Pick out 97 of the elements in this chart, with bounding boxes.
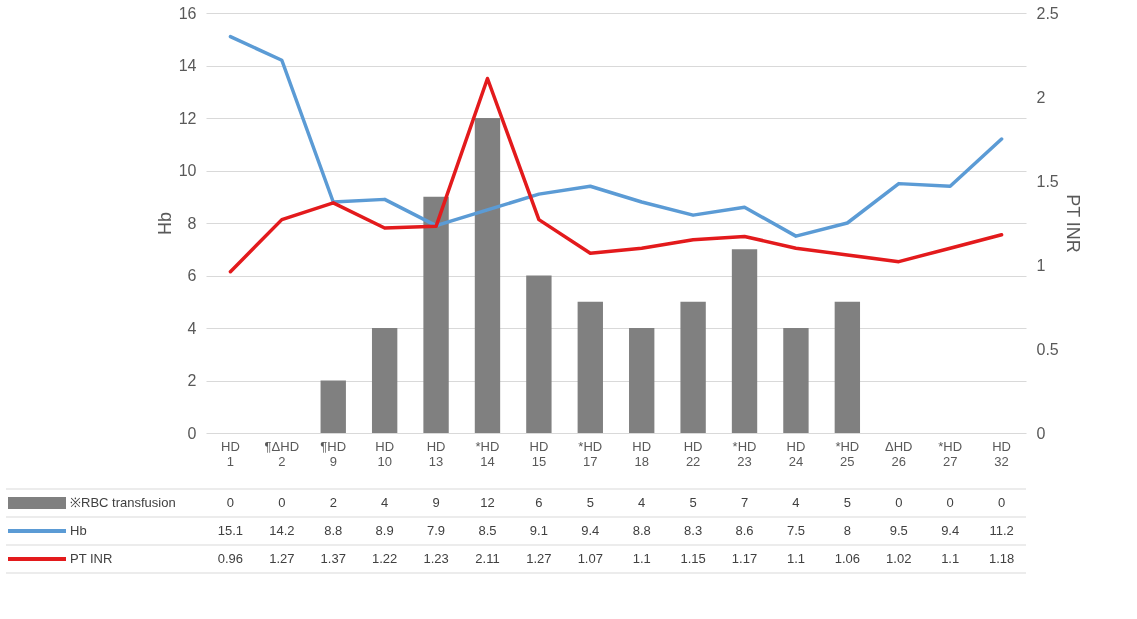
data-label: 8.9 [375, 523, 394, 538]
y2-tick-label: 0.5 [1036, 340, 1059, 358]
x-tick-label: HD 1 [221, 439, 240, 469]
data-label: 9 [432, 495, 440, 510]
bar [526, 275, 552, 433]
legend-label: Hb [70, 523, 87, 538]
data-label: 1.1 [786, 551, 805, 566]
y-tick-label: 8 [187, 214, 197, 232]
data-label: 2 [329, 495, 337, 510]
data-label: 14.2 [269, 523, 295, 538]
data-label: 4 [792, 495, 800, 510]
x-tick-label: HD 32 [992, 439, 1011, 469]
data-label: 2.11 [475, 551, 500, 566]
data-label: 1.18 [988, 551, 1015, 566]
data-label: 4 [381, 495, 389, 510]
data-label: 8.8 [632, 523, 651, 538]
data-label: 7.5 [786, 523, 805, 538]
data-label: 1.06 [834, 551, 860, 566]
x-tick-label: HD 24 [786, 439, 806, 469]
line-series [228, 34, 1004, 238]
legend-label: ※RBC transfusion [70, 495, 176, 510]
y2-axis-title: PT INR [1062, 194, 1083, 253]
x-tick-label: *HD 14 [475, 439, 500, 469]
x-tick-label: HD 18 [632, 439, 652, 469]
data-label: 9.1 [529, 523, 548, 538]
data-label: 8.5 [478, 523, 497, 538]
data-label: 15.1 [217, 523, 244, 538]
data-label: 5 [586, 495, 594, 510]
data-label: 11.2 [989, 523, 1014, 538]
data-label: 1.07 [577, 551, 603, 566]
y2-tick-label: 1 [1036, 256, 1046, 274]
bar [834, 301, 861, 433]
y2-tick-label: 0 [1036, 424, 1046, 442]
y-tick-label: 0 [187, 424, 197, 442]
x-tick-label: ΔHD 26 [885, 439, 913, 469]
x-tick-label: HD 15 [529, 439, 549, 469]
data-label: 1.27 [526, 551, 552, 566]
x-tick-label: HD 22 [683, 439, 703, 469]
data-label: 1.1 [941, 551, 960, 566]
data-label: 9.4 [941, 523, 960, 538]
data-label: 0 [895, 495, 903, 510]
x-tick-label: ¶ΔHD 2 [264, 439, 300, 469]
y2-tick-label: 2 [1036, 88, 1046, 106]
y-tick-label: 2 [187, 372, 197, 389]
bar [371, 328, 398, 433]
x-tick-label: ¶HD 9 [320, 439, 347, 469]
data-label: 7.9 [427, 523, 446, 538]
data-label: 12 [480, 495, 495, 510]
x-tick-label: *HD 23 [732, 439, 757, 469]
bar [320, 380, 346, 433]
data-label: 1.1 [632, 551, 651, 566]
y-axis-title: Hb [154, 211, 175, 236]
y2-tick-label: 2.5 [1036, 4, 1059, 22]
data-label: 5 [843, 495, 851, 510]
data-label: 1.17 [731, 551, 758, 566]
x-tick-label: *HD 27 [938, 439, 963, 469]
y-tick-label: 6 [187, 267, 197, 284]
data-label: 8.6 [735, 523, 754, 538]
data-label: 4 [638, 495, 646, 510]
data-label: 9.5 [889, 523, 908, 538]
data-label: 8.3 [684, 523, 703, 538]
data-label: 0.96 [217, 551, 244, 566]
x-tick-label: HD 13 [426, 439, 446, 469]
data-label: 1.02 [886, 551, 912, 566]
legend-label: PT INR [70, 551, 113, 566]
x-tick-label: *HD 17 [578, 439, 603, 469]
bar [680, 301, 706, 433]
bar [474, 118, 501, 433]
data-label: 0 [946, 495, 954, 510]
y-tick-label: 14 [178, 57, 197, 74]
y-tick-label: 4 [187, 319, 197, 337]
data-label: 8.8 [324, 523, 343, 538]
data-label: 0 [997, 495, 1006, 510]
data-label: 1.22 [372, 551, 398, 566]
data-label: 5 [689, 495, 697, 510]
data-label: 0 [226, 495, 235, 510]
bar [783, 328, 809, 433]
y-tick-label: 12 [178, 109, 197, 127]
data-label: 1.37 [320, 551, 346, 566]
bar [423, 196, 449, 433]
data-label: 1.27 [269, 551, 295, 566]
data-label: 8 [843, 523, 851, 538]
y2-tick-label: 1.5 [1036, 172, 1059, 190]
x-tick-label: HD 10 [375, 439, 395, 469]
data-label: 9.4 [581, 523, 600, 538]
data-label: 0 [278, 495, 286, 510]
data-label: 1.15 [680, 551, 706, 566]
data-label: 6 [535, 495, 543, 510]
bar [731, 249, 758, 433]
y-tick-label: 10 [178, 162, 197, 179]
data-label: 1.23 [423, 551, 449, 566]
x-tick-label: *HD 25 [835, 439, 860, 469]
data-label: 7 [740, 495, 749, 510]
bar [577, 301, 603, 433]
line-series [228, 76, 1004, 274]
bar [629, 328, 655, 433]
y-tick-label: 16 [178, 4, 197, 22]
